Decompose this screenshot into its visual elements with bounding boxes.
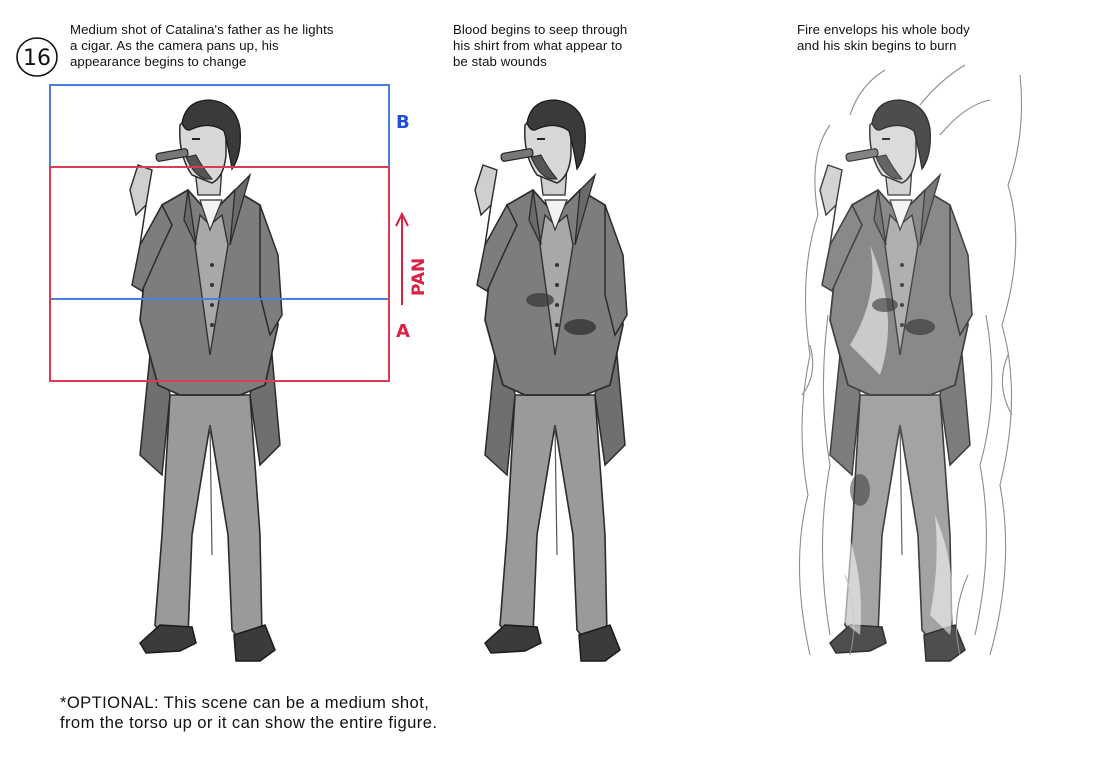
- pan-label: PAN: [409, 258, 429, 296]
- optional-note: *OPTIONAL: This scene can be a medium sh…: [60, 693, 438, 732]
- frame-label-b: B: [396, 112, 410, 133]
- figure-panel-2: [445, 95, 685, 670]
- caption-panel-2: Blood begins to seep through his shirt f…: [453, 22, 628, 69]
- figure-panel-3: [790, 64, 1030, 670]
- frame-label-a: A: [396, 321, 410, 342]
- stab-wound-stain: [526, 293, 554, 307]
- stab-wound-stain: [564, 319, 596, 335]
- fire-highlights: [835, 245, 953, 635]
- pan-arrow-icon: [395, 211, 409, 227]
- panel-number-badge: 16: [15, 36, 59, 78]
- caption-panel-3: Fire envelops his whole body and his ski…: [797, 22, 970, 53]
- caption-panel-1: Medium shot of Catalina's father as he l…: [70, 22, 334, 69]
- panel-number: 16: [23, 46, 51, 71]
- figure-panel-1: [100, 95, 340, 670]
